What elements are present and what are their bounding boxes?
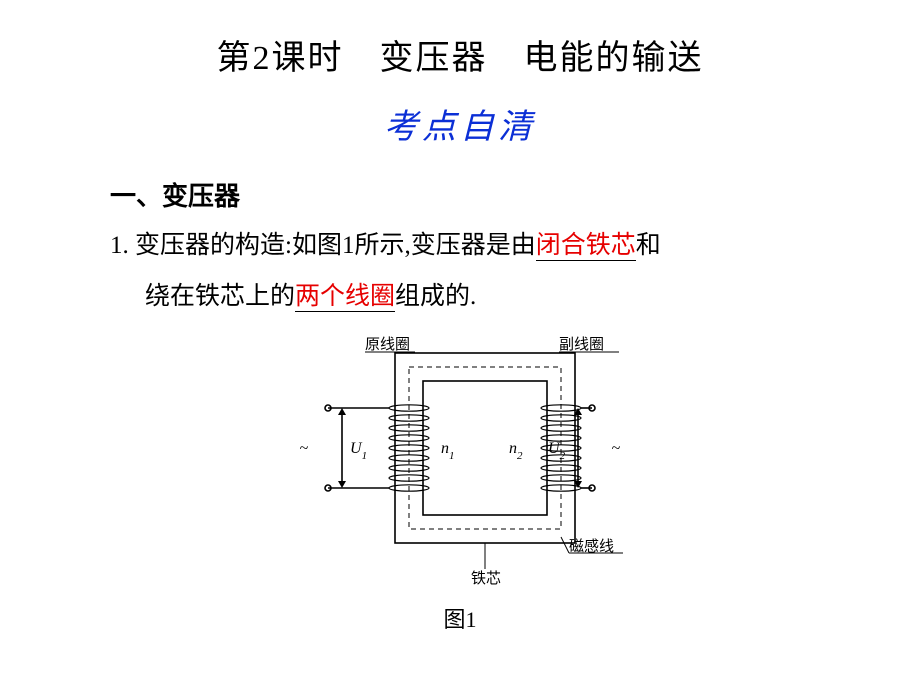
svg-text:磁感线: 磁感线 bbox=[569, 538, 614, 555]
page-title: 第2课时 变压器 电能的输送 bbox=[0, 0, 920, 79]
svg-text:~: ~ bbox=[612, 440, 621, 457]
svg-text:~: ~ bbox=[300, 440, 309, 457]
subtitle: 考点自清 bbox=[0, 79, 920, 148]
text-prefix: 1. 变压器的构造:如图1所示,变压器是由 bbox=[110, 232, 536, 259]
figure-caption: 图1 bbox=[0, 598, 920, 634]
svg-text:铁芯: 铁芯 bbox=[471, 570, 501, 587]
highlight-two-coils: 两个线圈 bbox=[295, 283, 395, 312]
svg-text:U2: U2 bbox=[548, 440, 566, 462]
text-prefix: 绕在铁芯上的 bbox=[145, 283, 295, 310]
transformer-svg: ~ U1 U2 ~ n1 n2 原线圈 副线圈磁感线铁芯 bbox=[280, 333, 640, 593]
section-heading: 一、变压器 bbox=[0, 148, 920, 213]
svg-text:原线圈: 原线圈 bbox=[365, 336, 410, 353]
svg-text:U1: U1 bbox=[350, 440, 367, 462]
text-suffix: 组成的. bbox=[395, 283, 476, 310]
text-suffix: 和 bbox=[636, 232, 661, 259]
svg-text:n1: n1 bbox=[441, 440, 455, 462]
highlight-closed-core: 闭合铁芯 bbox=[536, 232, 636, 261]
body-line-2: 绕在铁芯上的两个线圈组成的. bbox=[0, 268, 920, 319]
svg-text:副线圈: 副线圈 bbox=[559, 336, 604, 353]
body-line-1: 1. 变压器的构造:如图1所示,变压器是由闭合铁芯和 bbox=[0, 213, 920, 268]
svg-text:n2: n2 bbox=[509, 440, 523, 462]
transformer-diagram: ~ U1 U2 ~ n1 n2 原线圈 副线圈磁感线铁芯 bbox=[0, 333, 920, 598]
